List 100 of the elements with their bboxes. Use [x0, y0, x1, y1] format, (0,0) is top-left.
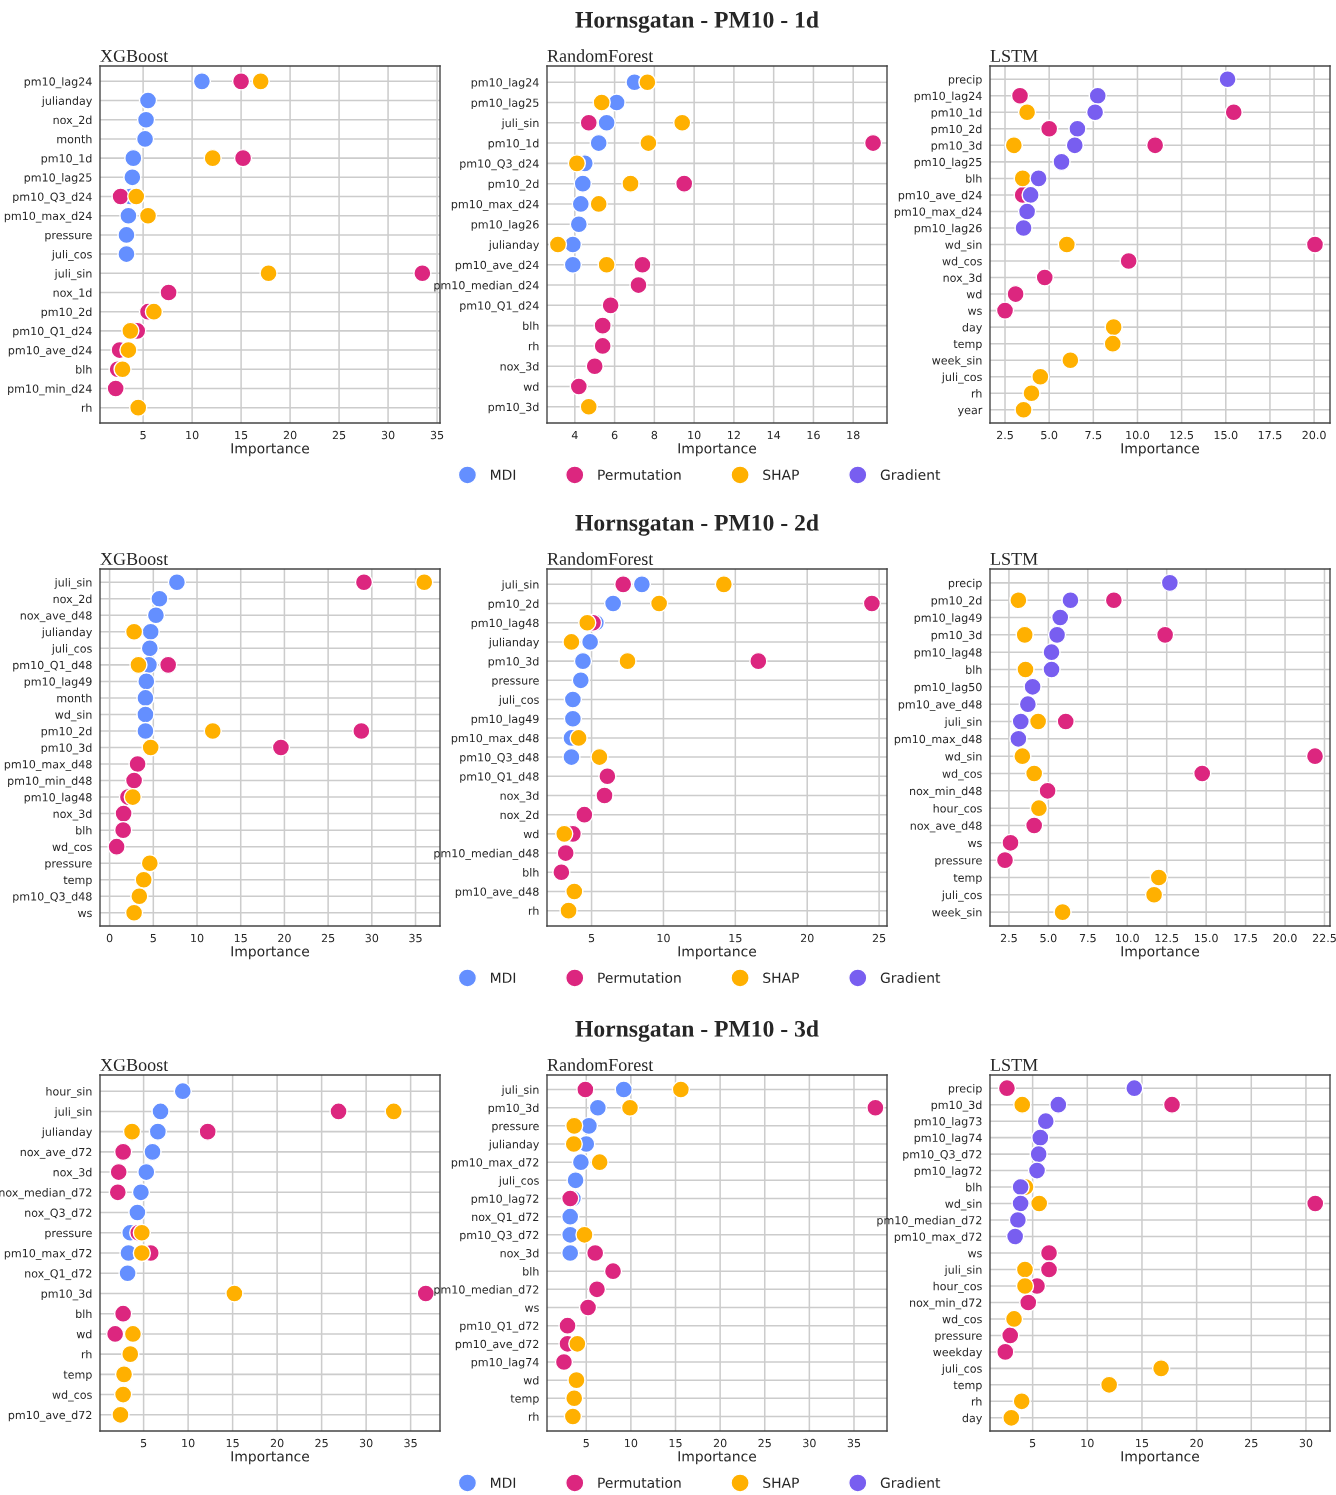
point — [1305, 235, 1325, 254]
y-tick-label: month — [57, 134, 92, 144]
point — [1039, 1243, 1059, 1263]
point — [136, 110, 156, 129]
x-tick-label: 2.5 — [996, 430, 1013, 440]
point — [123, 168, 142, 187]
point — [129, 655, 148, 675]
x-tick-label: 5 — [140, 1438, 147, 1448]
point — [1103, 334, 1122, 353]
point — [1224, 103, 1243, 122]
point — [585, 1243, 605, 1263]
point — [138, 91, 158, 110]
y-tick-label: juli_cos — [941, 890, 982, 902]
point — [565, 882, 584, 901]
point — [1011, 1177, 1030, 1197]
x-tick-label: 10.0 — [1116, 933, 1139, 943]
point — [601, 296, 620, 315]
point — [1029, 169, 1048, 188]
point — [562, 632, 581, 652]
x-tick-label: 20 — [283, 430, 297, 440]
point — [1028, 712, 1048, 731]
y-tick-label: juli_sin — [54, 578, 92, 590]
x-tick-label: 10 — [191, 933, 204, 943]
point — [203, 148, 222, 168]
y-tick-label: julianday — [488, 1139, 540, 1151]
y-tick-label: pm10_lag72 — [471, 1194, 539, 1206]
x-tick-label: 25 — [321, 933, 335, 943]
y-tick-label: pm10_3d — [41, 743, 92, 755]
text: Hornsgatan - PM10 - 2d — [575, 514, 819, 536]
x-axis-title: Importance — [1121, 443, 1200, 457]
x-axis-title: Importance — [231, 946, 310, 960]
point — [1061, 590, 1080, 610]
point — [251, 72, 270, 91]
point — [569, 377, 589, 396]
y-tick-label: wd — [523, 1375, 539, 1385]
x-tick-label: 7.5 — [1079, 933, 1096, 943]
y-tick-label: pm10_lag26 — [914, 223, 982, 235]
y-tick-label: ws — [524, 1305, 539, 1312]
point — [639, 133, 658, 153]
point — [143, 1142, 162, 1162]
point — [866, 1098, 885, 1117]
x-axis-title: Importance — [1121, 1451, 1200, 1465]
y-tick-label: pm10_max_d72 — [451, 1157, 539, 1170]
point — [1027, 1161, 1047, 1180]
point — [1013, 1095, 1032, 1114]
chart-title: LSTM — [990, 552, 1038, 566]
y-tick-label: wd — [966, 289, 982, 299]
point — [562, 747, 581, 767]
y-tick-label: pm10_lag74 — [914, 1133, 982, 1145]
y-tick-label: hour_cos — [933, 803, 982, 815]
y-tick-label: pressure — [45, 861, 92, 870]
y-tick-label: blh — [966, 665, 982, 674]
y-tick-label: pm10_min_d24 — [8, 384, 92, 396]
y-tick-label: pm10_2d — [931, 595, 982, 608]
y-tick-label: julianday — [488, 240, 540, 252]
y-tick-label: pm10_3d — [931, 141, 982, 153]
y-tick-label: blh — [523, 1266, 539, 1276]
y-tick-label: ws — [967, 308, 982, 315]
y-tick-label: pm10_3d — [488, 1103, 539, 1115]
y-tick-label: temp — [953, 873, 982, 885]
y-tick-label: pm10_max_d48 — [451, 733, 539, 745]
point — [1006, 284, 1025, 304]
point — [563, 1407, 583, 1426]
point — [141, 622, 160, 642]
point — [598, 767, 617, 786]
y-tick-label: pm10_1d — [931, 108, 982, 120]
point — [1015, 1276, 1035, 1296]
point — [571, 671, 590, 690]
y-tick-label: nox_median_d72 — [0, 1188, 92, 1200]
x-tick-label: 10 — [625, 1438, 638, 1448]
x-tick-label: 10.0 — [1126, 430, 1150, 440]
point — [136, 688, 155, 708]
y-tick-label: week_sin — [932, 907, 982, 919]
y-tick-label: julianday — [41, 627, 93, 639]
point — [121, 321, 140, 341]
x-tick-label: 10 — [182, 1438, 195, 1448]
point — [1049, 1095, 1068, 1114]
point — [109, 1162, 128, 1182]
point — [995, 850, 1015, 870]
y-tick-label: pm10_Q3_d24 — [460, 159, 539, 171]
point — [107, 837, 126, 856]
point — [595, 786, 614, 805]
point — [1005, 1227, 1025, 1246]
point — [997, 1078, 1017, 1098]
y-tick-label: pm10_lag24 — [471, 78, 539, 90]
point — [150, 589, 169, 608]
x-tick-label: 20.0 — [1273, 933, 1297, 943]
chart-title: LSTM — [990, 49, 1038, 63]
point — [352, 721, 371, 741]
y-tick-label: pm10_max_d48 — [894, 734, 982, 746]
point — [1119, 251, 1138, 271]
y-tick-label: precip — [948, 1083, 982, 1095]
point — [558, 1316, 577, 1335]
y-tick-label: year — [957, 407, 983, 417]
point — [384, 1102, 403, 1121]
point — [1057, 235, 1077, 254]
point — [136, 721, 155, 741]
point — [1031, 367, 1050, 386]
point — [996, 1342, 1015, 1362]
point — [203, 721, 222, 741]
